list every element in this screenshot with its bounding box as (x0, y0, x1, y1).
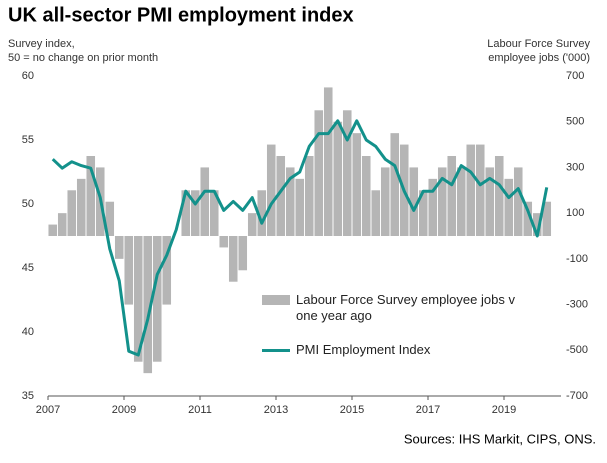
legend-swatch (262, 349, 290, 352)
bar (447, 156, 457, 236)
bar (162, 236, 172, 305)
x-tick-label: 2019 (492, 404, 516, 416)
y-tick-label: 35 (22, 390, 34, 402)
bar (466, 144, 476, 236)
bar (276, 156, 286, 236)
y2-tick-label: -700 (566, 390, 588, 402)
y2-axis-label: employee jobs ('000) (488, 52, 590, 64)
y2-tick-label: 700 (566, 70, 584, 82)
y2-tick-label: -500 (566, 344, 588, 356)
bar (114, 236, 124, 259)
bar (105, 201, 115, 236)
bar (48, 224, 58, 236)
bar (257, 190, 267, 236)
bar (209, 190, 219, 236)
y-tick-label: 45 (22, 262, 34, 274)
bar (323, 87, 333, 236)
bar (523, 201, 533, 236)
bar (67, 190, 77, 236)
bar (409, 167, 419, 236)
bar (76, 178, 86, 236)
bar (238, 236, 248, 271)
bar (190, 190, 200, 236)
bar (219, 236, 229, 248)
bar (532, 213, 542, 236)
x-tick-label: 2015 (340, 404, 364, 416)
x-tick-label: 2011 (188, 404, 212, 416)
bar (266, 144, 276, 236)
bar (228, 236, 238, 282)
bar (371, 190, 381, 236)
y-tick-label: 55 (22, 134, 34, 146)
x-tick-label: 2017 (416, 404, 440, 416)
y-axis-label: 50 = no change on prior month (8, 52, 158, 64)
bar (428, 178, 438, 236)
bar (143, 236, 153, 374)
legend-label: Labour Force Survey employee jobs v one … (296, 292, 515, 323)
bar (494, 156, 504, 236)
bar (295, 178, 305, 236)
y-axis-label: Survey index, (8, 38, 75, 50)
bar (152, 236, 162, 362)
bar (333, 121, 343, 236)
x-tick-label: 2013 (264, 404, 288, 416)
bar (247, 213, 257, 236)
bar (342, 110, 352, 236)
y-tick-label: 60 (22, 70, 34, 82)
source: Sources: IHS Markit, CIPS, ONS. (404, 431, 596, 446)
y2-tick-label: 100 (566, 207, 584, 219)
bar (86, 156, 96, 236)
bar (314, 110, 324, 236)
line (51, 119, 549, 357)
bar (304, 156, 314, 236)
bar (200, 167, 210, 236)
bar (418, 190, 428, 236)
y-tick-label: 40 (22, 326, 34, 338)
bar (456, 167, 466, 236)
y-tick-label: 50 (22, 198, 34, 210)
bar (485, 167, 495, 236)
legend: Labour Force Survey employee jobs v one … (262, 292, 552, 376)
bar (380, 167, 390, 236)
legend-label: PMI Employment Index (296, 342, 431, 357)
bar (124, 236, 134, 305)
y2-tick-label: -100 (566, 253, 588, 265)
bar (361, 156, 371, 236)
legend-item: PMI Employment Index (262, 342, 552, 358)
bar (437, 167, 447, 236)
bar (285, 167, 295, 236)
x-tick-label: 2007 (36, 404, 60, 416)
bar (352, 133, 362, 236)
y2-tick-label: 300 (566, 161, 584, 173)
bar (133, 236, 143, 362)
chart-title: UK all-sector PMI employment index (8, 4, 354, 26)
bar (513, 167, 523, 236)
y2-tick-label: 500 (566, 116, 584, 128)
bar (542, 201, 552, 236)
legend-item: Labour Force Survey employee jobs v one … (262, 292, 552, 324)
y2-axis-label: Labour Force Survey (487, 38, 590, 50)
bar (504, 178, 514, 236)
x-tick-label: 2009 (112, 404, 136, 416)
y2-tick-label: -300 (566, 298, 588, 310)
bar (181, 190, 191, 236)
legend-swatch (262, 295, 290, 305)
bar (390, 133, 400, 236)
bar (57, 213, 67, 236)
bar (475, 144, 485, 236)
